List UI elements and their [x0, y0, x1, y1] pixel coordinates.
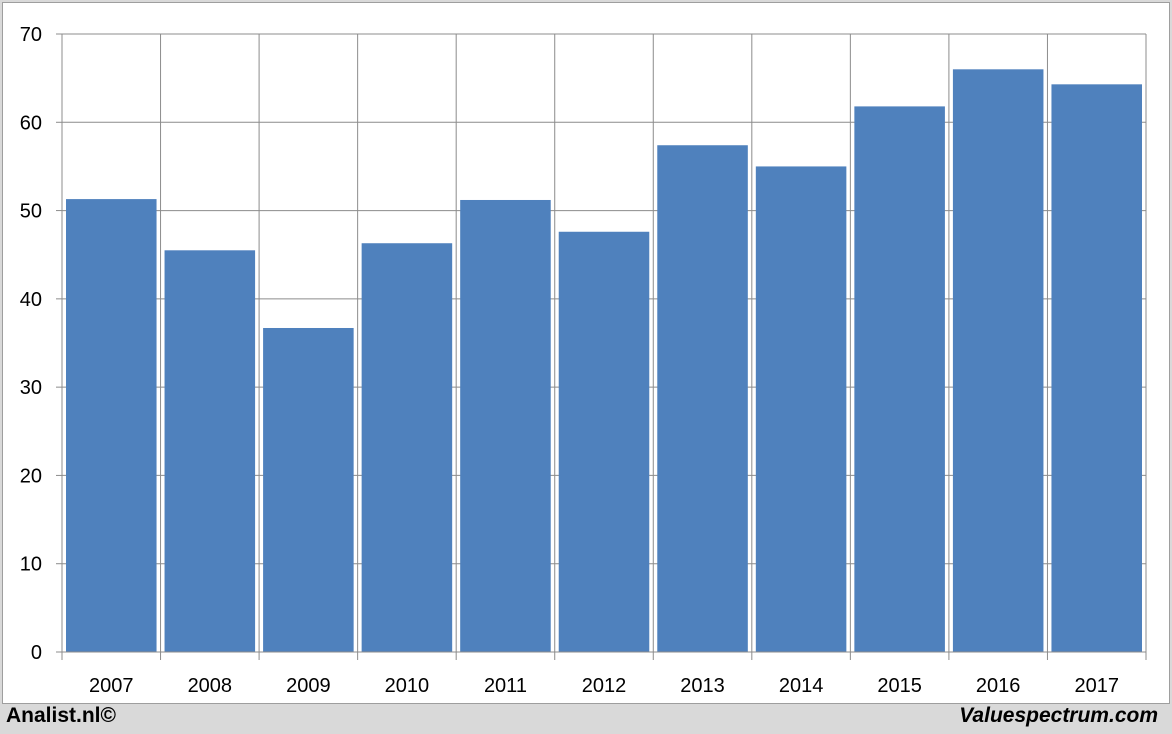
x-tick-label: 2013 [680, 675, 725, 697]
bar-2014 [755, 166, 847, 652]
y-tick-label: 0 [31, 642, 42, 664]
bar-2008 [164, 250, 256, 653]
bar-2010 [361, 243, 453, 653]
x-tick-label: 2010 [385, 675, 430, 697]
x-tick-label: 2008 [188, 675, 233, 697]
x-tick-label: 2017 [1074, 675, 1119, 697]
x-tick-label: 2011 [484, 675, 527, 697]
y-tick-label: 20 [20, 465, 42, 487]
bar-2012 [558, 231, 650, 652]
y-tick-label: 50 [20, 201, 42, 223]
x-tick-label: 2009 [286, 675, 331, 697]
bar-2015 [854, 106, 945, 652]
bar-2011 [460, 199, 551, 652]
bar-2007 [66, 199, 157, 652]
y-tick-label: 10 [20, 554, 42, 576]
bar-2017 [1051, 84, 1142, 652]
bar-2016 [952, 69, 1044, 653]
x-tick-label: 2007 [89, 675, 134, 697]
y-tick-label: 60 [20, 112, 42, 134]
y-tick-label: 30 [20, 377, 42, 399]
x-tick-label: 2016 [976, 675, 1021, 697]
x-tick-label: 2014 [779, 675, 824, 697]
x-tick-label: 2012 [582, 675, 627, 697]
bar-2013 [657, 145, 748, 653]
x-tick-label: 2015 [877, 675, 922, 697]
y-tick-label: 70 [20, 24, 42, 46]
footer-left-label: Analist.nl© [6, 704, 116, 727]
bar-2009 [263, 327, 354, 652]
y-tick-label: 40 [20, 289, 42, 311]
footer-right-label: Valuespectrum.com [959, 704, 1158, 727]
